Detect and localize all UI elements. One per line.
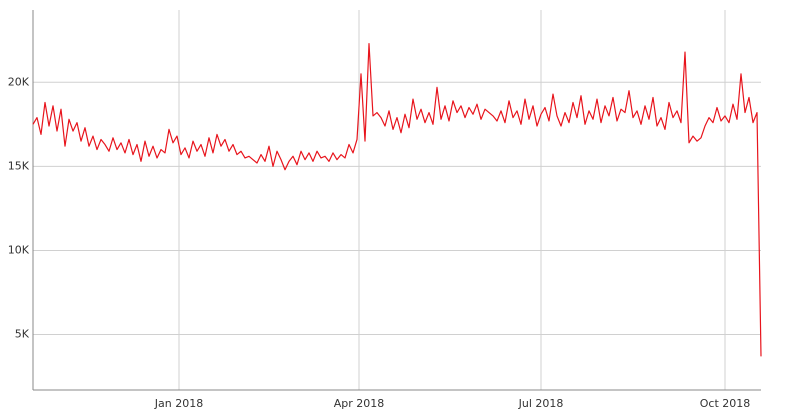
x-tick-label: Jul 2018 <box>518 397 564 410</box>
y-tick-label: 20K <box>8 75 30 88</box>
y-tick-label: 5K <box>15 328 30 341</box>
data-line <box>32 43 762 357</box>
y-tick-label: 15K <box>8 159 30 172</box>
x-tick-label: Jan 2018 <box>154 397 203 410</box>
x-tick-label: Oct 2018 <box>700 397 751 410</box>
y-tick-label: 10K <box>8 243 30 256</box>
x-tick-label: Apr 2018 <box>334 397 385 410</box>
